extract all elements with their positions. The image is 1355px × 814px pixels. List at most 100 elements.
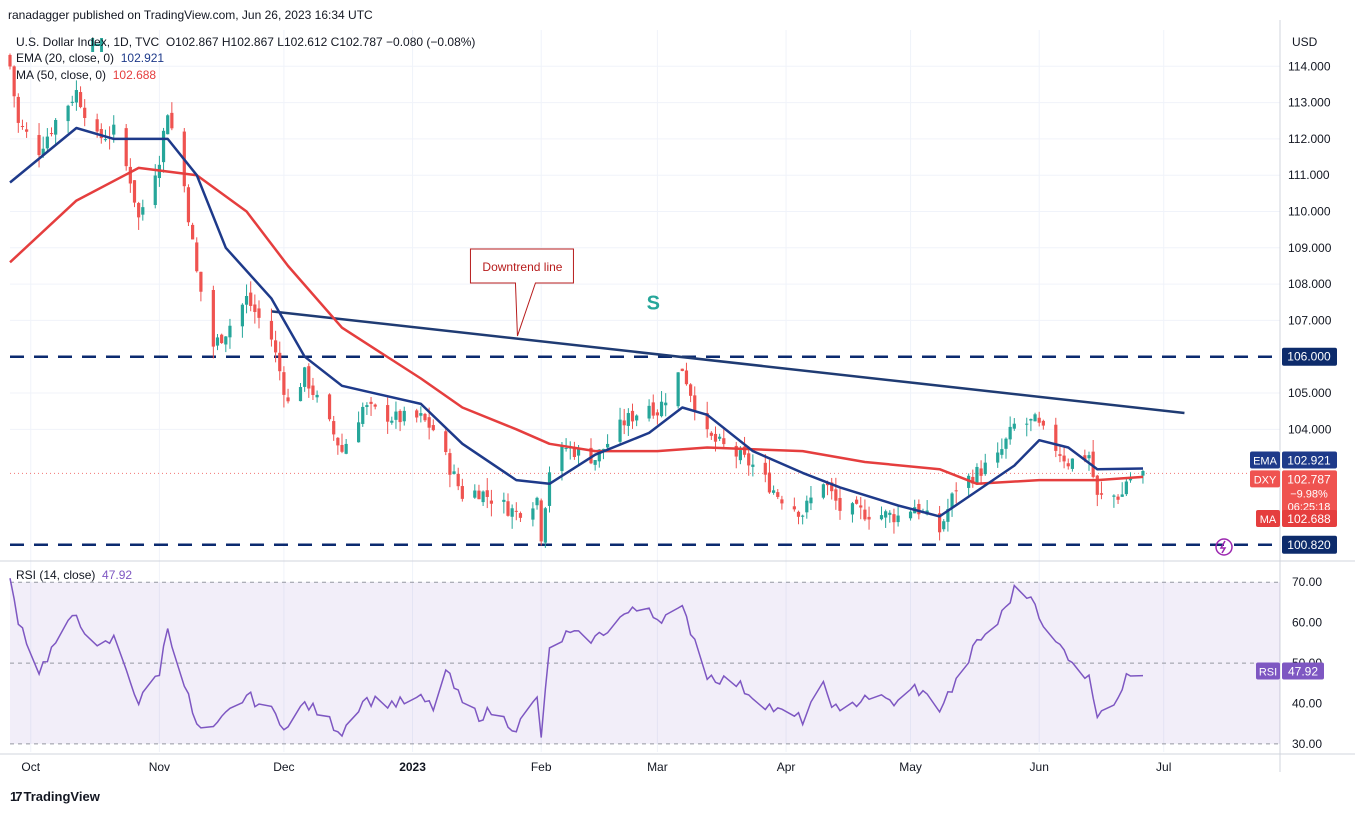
rsi-value-text: 47.92 [1288,664,1318,678]
dxy-value-text: 102.787 [1287,472,1331,486]
candle-up [801,515,805,517]
candle-up [394,411,398,420]
candle-up [161,130,166,163]
legend-ema-value: 102.921 [120,51,165,65]
candle-up [365,405,369,407]
candle-down [506,501,510,516]
candle-down [37,135,41,156]
candle-down [705,413,709,430]
candle-down [1037,417,1041,423]
candle-up [751,464,755,467]
candle-up [664,402,668,406]
head-label: H [90,35,104,57]
ema20-line [9,126,1144,518]
candle-up [738,450,742,461]
candle-down [269,320,274,340]
time-tick: May [899,760,922,774]
candle-up [647,405,651,419]
legend-rsi-row[interactable]: RSI (14, close) 47.92 [16,568,132,582]
candle-down [1116,496,1120,500]
candle-up [224,336,228,345]
candle-down [1066,463,1070,467]
price-tick: 112.000 [1288,132,1331,146]
candle-down [8,54,12,67]
candle-up [244,295,249,305]
price-tick: 113.000 [1288,96,1331,110]
candle-up [1112,495,1116,497]
legend-ma-row[interactable]: MA (50, close, 0) 102.688 [16,68,156,82]
candle-up [41,148,45,156]
candle-up [344,443,348,454]
ma50-line [9,166,1144,486]
candle-down [709,432,713,436]
candle-down [336,437,340,446]
candle-down [838,497,842,511]
candle-up [805,500,809,513]
tradingview-logo[interactable]: 17 TradingView [10,789,100,804]
candle-down [689,384,693,396]
lightning-bolt-icon [1219,540,1227,554]
candle-up [718,436,722,439]
candle-down [1062,455,1066,462]
candle-up [593,460,597,465]
level-badge [1282,347,1337,366]
dxy-change-text: −9.98% [1290,488,1328,500]
candle-up [70,101,74,103]
candle-down [249,292,253,306]
candle-down [199,271,203,292]
candle-up [481,491,485,503]
candle-down [1058,454,1062,456]
candle-down [776,492,780,497]
legend-ema-row[interactable]: EMA (20, close, 0) 102.921 [16,51,164,65]
candle-down [456,473,460,487]
dxy-tag [1250,470,1280,488]
candle-down [722,438,726,445]
candle-down [780,499,784,504]
rsi-tick: 70.00 [1292,575,1322,589]
ma-value-text: 102.688 [1287,512,1331,526]
candle-up [361,406,365,424]
ema-tag-text: EMA [1253,455,1278,467]
candle-down [191,224,195,240]
level-badge-text: 100.820 [1287,538,1331,552]
candle-down [132,180,137,203]
candle-down [415,410,419,418]
candle-down [859,505,863,508]
candle-down [49,133,54,135]
candle-down [1099,493,1104,495]
candle-up [996,452,1000,463]
candle-up [531,508,535,520]
candle-down [99,129,103,139]
candle-up [103,139,108,141]
candle-up [547,472,552,506]
ema-value-text: 102.921 [1287,453,1331,467]
candle-up [1000,449,1004,455]
candle-down [892,514,896,523]
candle-down [16,96,20,123]
candle-down [211,289,215,347]
candle-down [684,370,689,385]
candle-up [452,471,456,474]
ema-tag [1250,451,1280,469]
candle-up [1124,481,1128,495]
candle-up [402,410,406,422]
candle-up [618,419,622,442]
candle-down [971,476,975,484]
candle-up [1004,438,1008,449]
candle-down [253,304,257,312]
candle-down [12,66,16,97]
candle-up [601,448,606,450]
price-tick: 105.000 [1288,386,1332,400]
candle-up [1128,478,1133,481]
candle-down [220,334,224,344]
legend-ohlc: O102.867 H102.867 L102.612 C102.787 −0.0… [165,35,476,49]
candle-up [676,372,680,407]
candle-up [983,462,987,475]
candle-up [1025,423,1029,425]
candle-down [282,372,286,395]
rsi-pane [9,578,1280,745]
candle-up [635,415,639,421]
candle-up [153,175,157,206]
legend-rsi: RSI (14, close) [16,568,96,582]
